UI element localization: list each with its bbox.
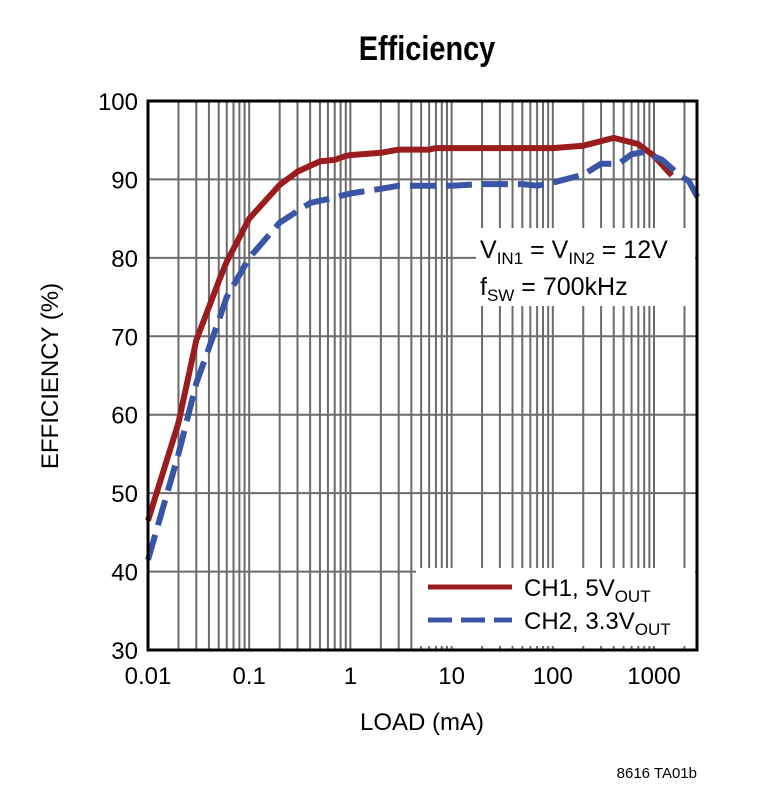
series-lines (145, 134, 701, 561)
footer-code: 8616 TA01b (617, 765, 697, 782)
series-line-ch1 (145, 134, 675, 522)
y-axis-label: EFFICIENCY (%) (37, 283, 64, 469)
x-axis-label: LOAD (mA) (360, 709, 484, 736)
y-tick-label: 90 (111, 167, 138, 194)
x-tick-label: 1000 (627, 663, 680, 690)
x-tick-label: 100 (533, 663, 573, 690)
legend-background (416, 568, 695, 646)
y-tick-label: 40 (111, 560, 138, 587)
x-tick-label: 10 (438, 663, 465, 690)
y-tick-label: 30 (111, 638, 138, 665)
legend-label-ch2: CH2, 3.3VOUT (524, 608, 671, 639)
y-tick-label: 80 (111, 246, 138, 273)
y-tick-label: 50 (111, 481, 138, 508)
axes: 0.01 0.1 1 10 100 1000 30 40 50 60 70 80 90 100 CH1, 5… (98, 89, 699, 690)
y-tick-label: 70 (111, 324, 138, 351)
plot-frame (146, 99, 699, 652)
x-tick-label: 1 (344, 663, 357, 690)
x-tick-label: 0.01 (125, 663, 172, 690)
annotation-background (476, 228, 695, 306)
grid (148, 101, 697, 650)
annotation-vin: VIN1 = VIN2 = 12V (480, 236, 668, 268)
x-tick-label: 0.1 (233, 663, 266, 690)
chart-title: Efficiency (359, 29, 496, 68)
legend-label-ch1: CH1, 5VOUT (524, 575, 651, 606)
series-line-ch2 (145, 149, 701, 561)
y-tick-label: 100 (98, 89, 138, 116)
y-tick-label: 60 (111, 403, 138, 430)
annotation-fsw: fSW = 700kHz (480, 273, 628, 305)
